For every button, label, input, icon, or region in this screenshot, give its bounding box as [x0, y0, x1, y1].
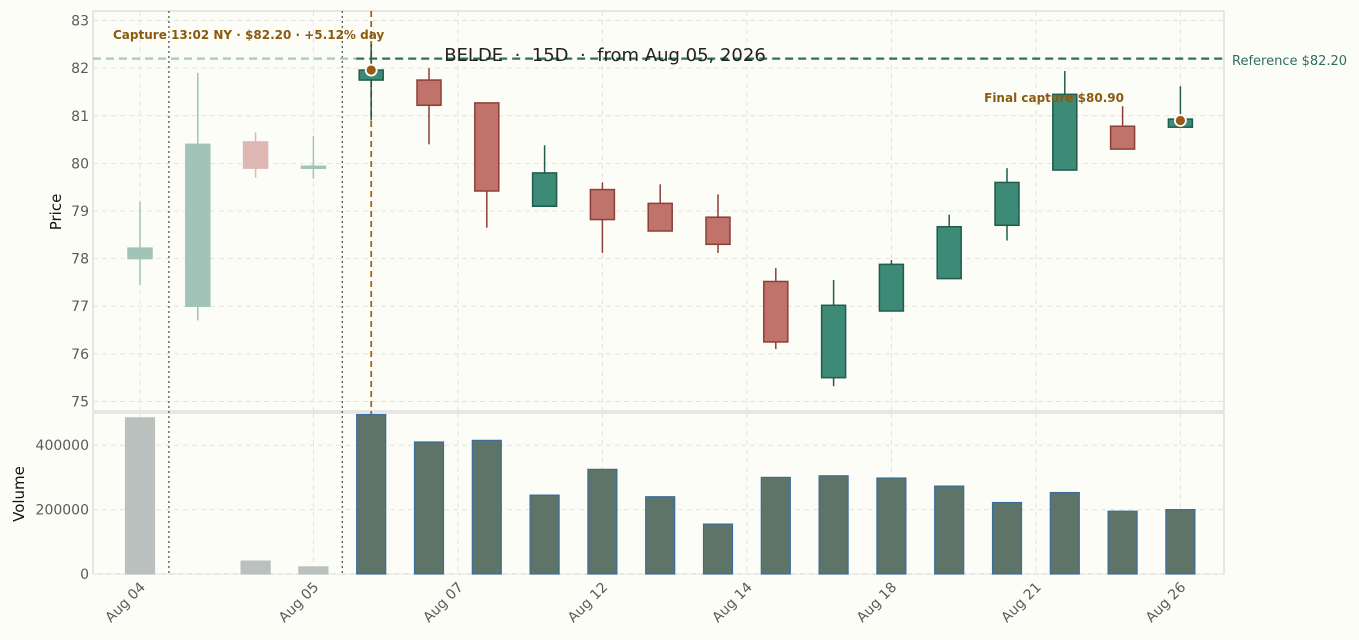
volume-bar: [124, 417, 156, 575]
volume-bar: [240, 560, 271, 575]
capture-marker: [364, 63, 378, 77]
volume-bar: [529, 494, 560, 575]
volume-tick-label: 400000: [36, 438, 89, 454]
date-tick-label: Aug 18: [854, 580, 900, 626]
volume-bars: [124, 414, 1196, 575]
candle-body: [185, 143, 211, 307]
volume-bar: [818, 475, 849, 575]
price-tick-label: 80: [71, 156, 89, 172]
price-tick-label: 81: [71, 109, 89, 125]
price-tick-label: 83: [71, 14, 89, 30]
final-capture-marker: [1174, 114, 1187, 127]
date-tick-label: Aug 07: [420, 580, 466, 626]
final-capture-annotation: Final capture $80.90: [984, 91, 1124, 105]
date-axis-ticks: Aug 04 Aug 05 Aug 07 Aug 12 Aug 14 Aug 18 Aug …: [102, 579, 1189, 625]
candle-body: [1052, 93, 1078, 171]
date-tick-label: Aug 04: [102, 579, 148, 625]
price-axis-label: Price: [47, 194, 65, 231]
volume-bar: [1165, 509, 1196, 575]
volume-bar: [991, 501, 1023, 575]
candle-body: [531, 172, 558, 207]
date-tick-label: Aug 21: [998, 580, 1044, 626]
volume-bar: [760, 476, 791, 575]
candle-body: [936, 225, 962, 280]
volume-bar: [876, 477, 907, 575]
volume-bar: [413, 441, 445, 575]
date-tick-label: Aug 12: [565, 580, 611, 626]
volume-bar: [645, 496, 676, 575]
capture-annotation: Capture 13:02 NY · $82.20 · +5.12% day: [113, 28, 384, 42]
price-tick-label: 76: [71, 347, 89, 363]
chart-title: BELDE · 15D · from Aug 05, 2026: [444, 45, 766, 66]
price-tick-label: 78: [71, 252, 89, 268]
volume-bar: [1107, 510, 1138, 575]
volume-bar: [934, 485, 965, 575]
reference-line-label: Reference $82.20: [1232, 54, 1347, 69]
volume-bar: [471, 439, 502, 575]
volume-bar: [702, 523, 734, 575]
candle-body: [647, 202, 673, 232]
price-tick-label: 79: [71, 204, 89, 220]
volume-bar: [356, 414, 387, 575]
candle-body: [589, 188, 616, 221]
candle-body: [763, 280, 789, 343]
grid-lines: [93, 11, 1224, 575]
capture-markers: [364, 63, 1187, 127]
price-tick-label: 77: [71, 299, 89, 315]
candle-body: [994, 181, 1020, 227]
volume-tick-label: 200000: [36, 503, 89, 519]
volume-bar: [587, 468, 618, 575]
candle-body: [878, 263, 905, 312]
volume-bar: [1049, 491, 1080, 575]
candle-body: [705, 216, 731, 246]
candle-body: [1109, 125, 1136, 150]
volume-tick-label: 0: [80, 567, 89, 583]
candle-body: [474, 102, 500, 192]
price-candles: [127, 44, 1194, 387]
candle-body: [127, 247, 153, 260]
price-tick-label: 82: [71, 61, 89, 77]
date-tick-label: Aug 26: [1143, 579, 1189, 625]
volume-axis-label: Volume: [10, 466, 28, 522]
candle-body: [820, 304, 847, 379]
price-tick-label: 75: [71, 394, 89, 410]
candle-body: [300, 165, 327, 169]
date-tick-label: Aug 14: [709, 579, 755, 625]
candle-body: [416, 79, 442, 107]
price-axis-ticks: 75 76 77 78 79 80 81 82 83: [71, 14, 89, 411]
volume-axis-ticks: 0 200000 400000: [36, 438, 89, 583]
candle-body: [242, 141, 269, 169]
volume-bar: [298, 566, 329, 575]
date-tick-label: Aug 05: [276, 580, 322, 626]
